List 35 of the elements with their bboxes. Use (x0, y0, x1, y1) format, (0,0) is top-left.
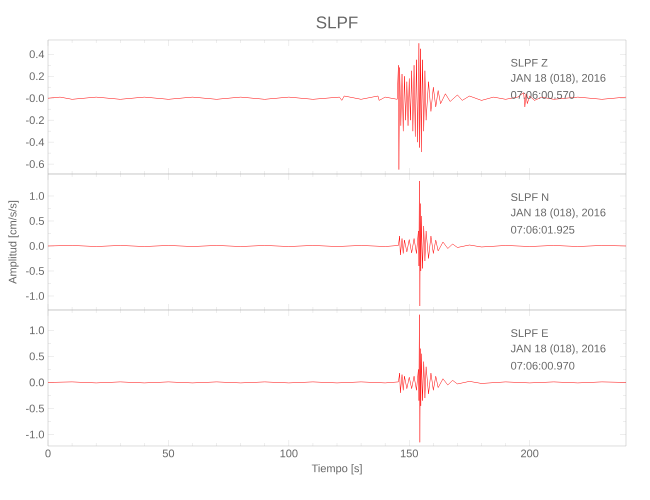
annotation: SLPF Z (511, 58, 548, 67)
y-tick-label: 0.5 (30, 352, 44, 360)
y-tick-label: 0.2 (30, 72, 44, 80)
annotation: JAN 18 (018), 2016 (510, 344, 606, 355)
y-tick-label: 0.0 (30, 378, 44, 386)
x-tick-label: 150 (400, 450, 418, 458)
y-tick-label: 1.0 (30, 326, 44, 334)
line-series (48, 314, 626, 443)
annotation: JAN 18 (018), 2016 (510, 74, 606, 84)
y-tick-label: -0.5 (26, 267, 44, 275)
x-tick-label: 50 (162, 450, 174, 458)
y-tick-label: -0.4 (26, 138, 44, 146)
annotation: SLPF N (511, 193, 548, 202)
annotation: JAN 18 (018), 2016 (510, 208, 606, 219)
x-axis-title: Tiempo [s] (312, 464, 362, 474)
y-tick-label: 0.5 (30, 217, 44, 225)
y-tick-label: -1.0 (26, 430, 44, 438)
x-tick-label: 200 (521, 450, 538, 458)
x-tick-label: 0 (45, 450, 51, 458)
annotation: SLPF E (511, 329, 548, 338)
annotation: 07:06:01.925 (511, 226, 574, 234)
y-tick-label: 0.0 (30, 242, 44, 250)
x-tick-label: 100 (280, 450, 298, 458)
y-tick-label: -0.0 (26, 94, 44, 102)
annotation: 07:06:00.970 (511, 362, 574, 370)
y-tick-label: -0.5 (26, 404, 44, 412)
y-tick-label: -1.0 (26, 292, 44, 300)
y-tick-label: 0.4 (30, 50, 44, 58)
y-tick-label: -0.6 (26, 160, 44, 168)
y-axis-title: Amplitud [cm/s/s] (8, 200, 19, 284)
chart-title: SLPF (316, 16, 358, 28)
y-tick-label: 1.0 (30, 192, 44, 200)
y-tick-label: -0.2 (26, 116, 44, 124)
line-series (48, 43, 626, 170)
line-series (48, 180, 626, 306)
